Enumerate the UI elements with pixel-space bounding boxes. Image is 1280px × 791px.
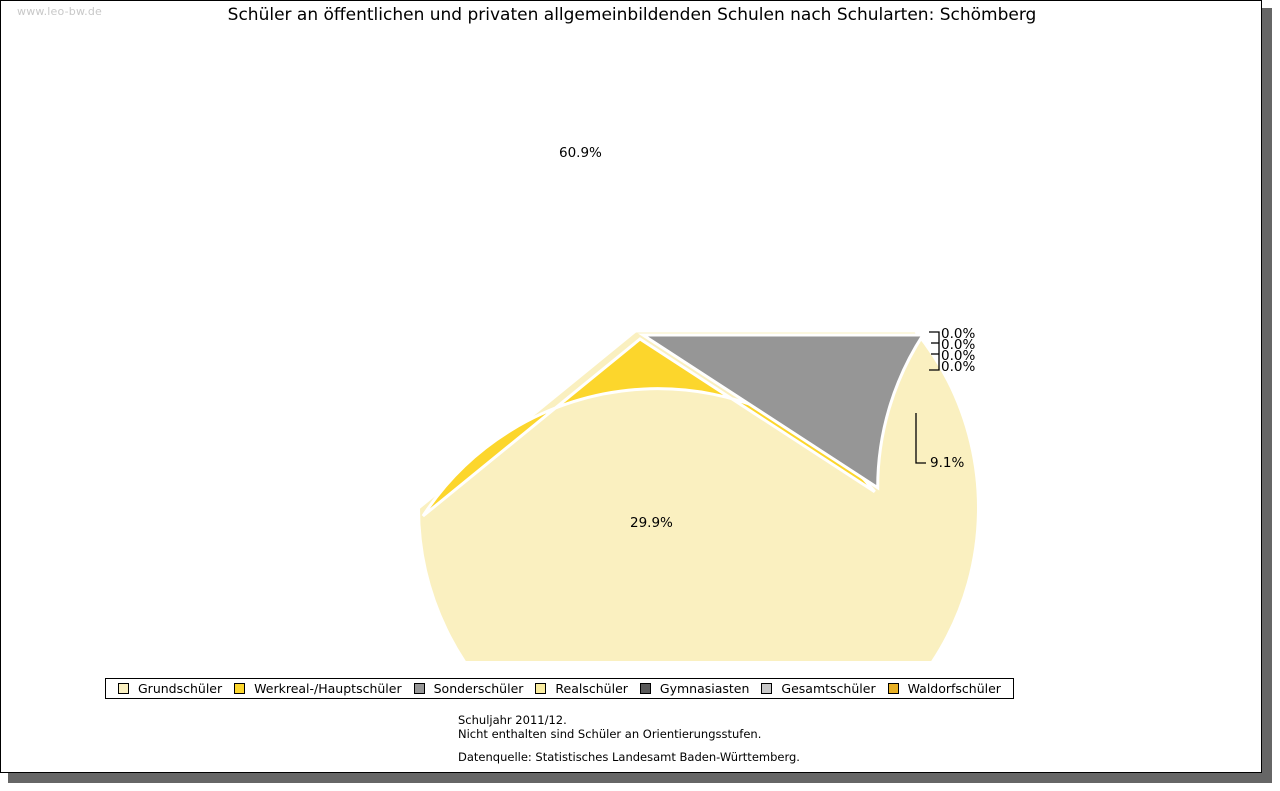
sonderschueler-callout-line xyxy=(915,413,926,464)
footer-line-hinweis: Nicht enthalten sind Schüler an Orientie… xyxy=(458,727,762,741)
footer-line-datenquelle: Datenquelle: Statistisches Landesamt Bad… xyxy=(458,750,800,764)
legend-swatch-sonderschueler xyxy=(413,683,425,694)
legend-swatch-gymnasiasten xyxy=(639,683,651,694)
legend-item-waldorfschueler[interactable]: Waldorfschüler xyxy=(882,679,1007,698)
legend-swatch-grundschueler xyxy=(118,683,129,694)
slice-label-werkreal: 29.9% xyxy=(630,515,673,531)
legend-item-gymnasiasten[interactable]: Gymnasiasten xyxy=(634,679,756,698)
legend-item-realschueler[interactable]: Realschüler xyxy=(529,679,633,698)
zero-callout-lines xyxy=(929,331,940,371)
footer-spacer xyxy=(458,741,800,750)
slice-label-zero-2: 0.0% xyxy=(941,337,976,353)
legend-swatch-realschueler xyxy=(535,683,547,694)
chart-legend: Grundschüler Werkreal-/Hauptschüler Sond… xyxy=(105,678,1014,699)
pie-slice-sonderschueler[interactable] xyxy=(637,333,926,491)
footer-line-schuljahr: Schuljahr 2011/12. xyxy=(458,713,567,727)
legend-label-gesamtschueler: Gesamtschüler xyxy=(781,681,876,696)
page-title: Schüler an öffentlichen und privaten all… xyxy=(227,5,1037,25)
slice-label-zero-4: 0.0% xyxy=(941,359,976,375)
watermark-leo-bw: www.leo-bw.de xyxy=(17,5,103,18)
legend-label-grundschueler: Grundschüler xyxy=(138,681,223,696)
legend-item-grundschueler[interactable]: Grundschüler xyxy=(112,679,228,698)
legend-swatch-waldorfschueler xyxy=(887,683,899,694)
slice-label-sonderschueler: 9.1% xyxy=(930,455,965,471)
legend-label-realschueler: Realschüler xyxy=(555,681,628,696)
legend-label-werkreal-hauptschueler: Werkreal-/Hauptschüler xyxy=(254,681,402,696)
slice-label-zero-3: 0.0% xyxy=(941,348,976,364)
legend-swatch-werkreal-hauptschueler xyxy=(234,683,246,694)
legend-swatch-gesamtschueler xyxy=(761,683,773,694)
legend-item-werkreal-hauptschueler[interactable]: Werkreal-/Hauptschüler xyxy=(228,679,407,698)
slice-label-zero-1: 0.0% xyxy=(941,326,976,342)
legend-item-gesamtschueler[interactable]: Gesamtschüler xyxy=(755,679,881,698)
footer-notes: Schuljahr 2011/12. Nicht enthalten sind … xyxy=(458,713,800,764)
legend-label-waldorfschueler: Waldorfschüler xyxy=(907,681,1001,696)
slice-label-grundschueler: 60.9% xyxy=(559,145,602,161)
legend-item-sonderschueler[interactable]: Sonderschüler xyxy=(408,679,530,698)
legend-label-sonderschueler: Sonderschüler xyxy=(433,681,524,696)
pie-chart-svg xyxy=(416,329,980,661)
pie-chart-area: 60.9% 29.9% 0.0% 0.0% 0.0% 0.0% 9.1% xyxy=(1,1,1261,661)
legend-label-gymnasiasten: Gymnasiasten xyxy=(659,681,750,696)
chart-frame: www.leo-bw.de Schüler an öffentlichen un… xyxy=(0,0,1262,773)
